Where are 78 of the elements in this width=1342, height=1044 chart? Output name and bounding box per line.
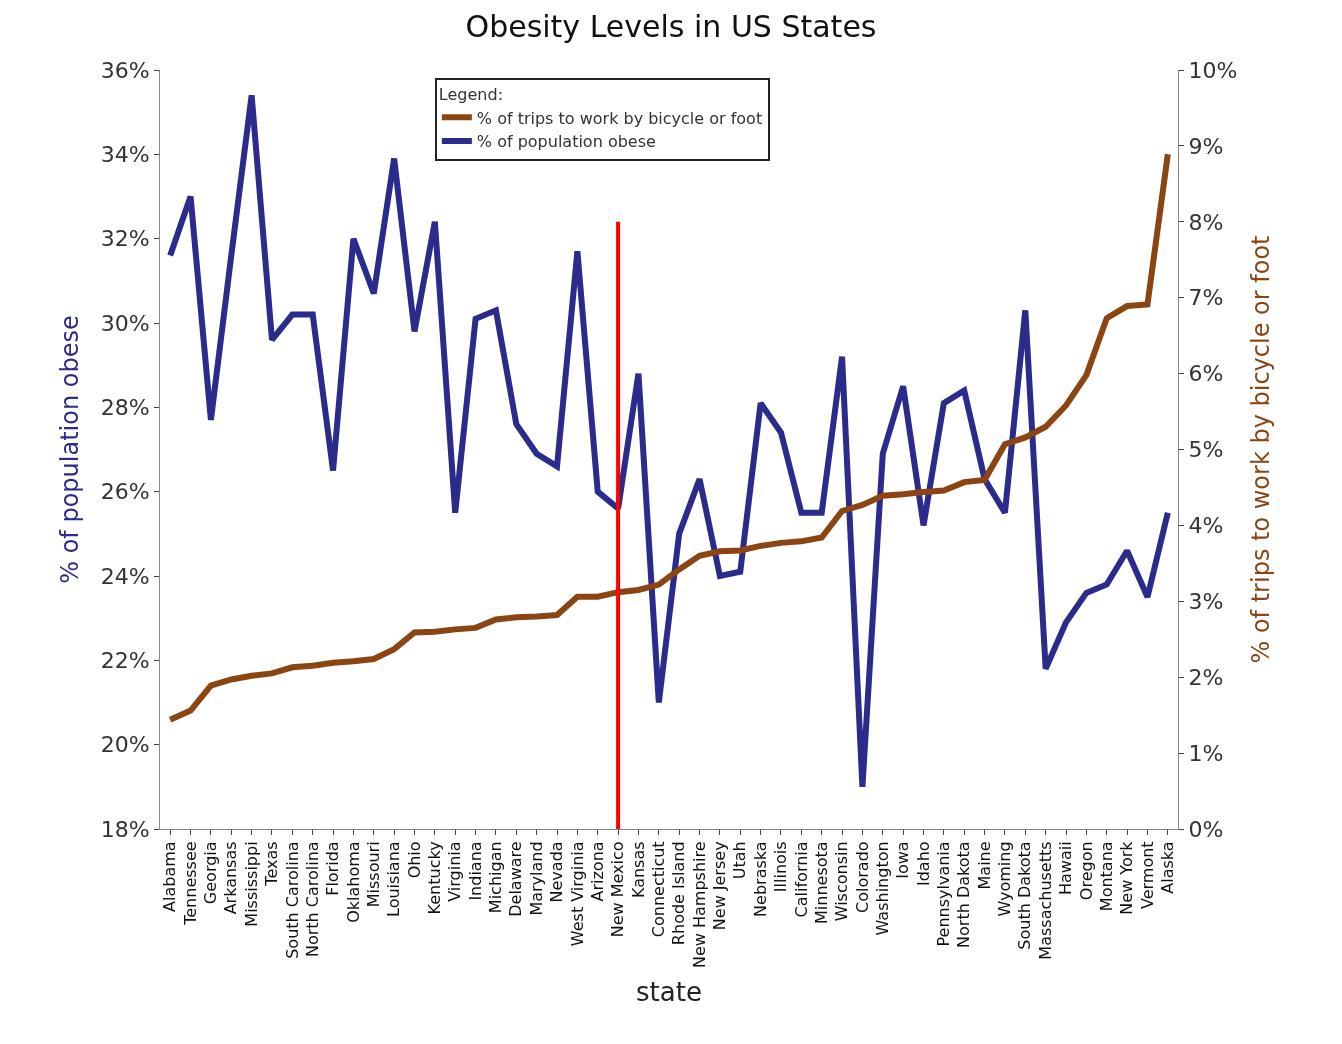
y2-tick-label: 3% bbox=[1188, 589, 1224, 614]
x-tick-label: Montana bbox=[1096, 841, 1116, 912]
x-tick-label: Missouri bbox=[363, 841, 383, 908]
x-tick-label: Colorado bbox=[852, 841, 872, 913]
y2-tick-label: 8% bbox=[1188, 209, 1224, 235]
x-tick-label: Iowa bbox=[893, 841, 913, 879]
x-tick-label: Georgia bbox=[201, 841, 221, 905]
x-tick-label: Massachusetts bbox=[1035, 841, 1055, 960]
y2-tick-label: 6% bbox=[1188, 361, 1224, 387]
y-tick-label: 30% bbox=[100, 310, 150, 336]
x-tick-label: Washington bbox=[872, 841, 892, 936]
x-tick-label: Michigan bbox=[486, 841, 506, 914]
x-tick-label: California bbox=[791, 841, 811, 918]
x-tick-label: Nevada bbox=[547, 841, 567, 903]
y-tick-label: 18% bbox=[100, 816, 150, 842]
x-tick-label: New York bbox=[1117, 840, 1137, 915]
x-tick-label: New Hampshire bbox=[689, 841, 709, 968]
x-tick-label: Wyoming bbox=[995, 841, 1015, 917]
y-tick-label: 26% bbox=[100, 479, 150, 505]
x-tick-label: Virginia bbox=[445, 841, 465, 902]
x-tick-label: Arkansas bbox=[221, 841, 241, 915]
x-tick-label: New Jersey bbox=[710, 841, 730, 931]
x-tick-label: Kentucky bbox=[425, 841, 445, 915]
x-tick-label: Pennsylvania bbox=[934, 841, 954, 947]
x-tick-label: Maine bbox=[974, 841, 994, 890]
x-tick-label: Mississippi bbox=[241, 841, 261, 927]
x-tick-label: Utah bbox=[730, 841, 750, 880]
y2-tick-label: 7% bbox=[1188, 285, 1224, 311]
x-tick-label: South Dakota bbox=[1015, 841, 1035, 950]
y-tick-label: 32% bbox=[100, 226, 150, 252]
x-tick-label: Ohio bbox=[404, 841, 424, 879]
x-axis-title: state bbox=[636, 976, 702, 1007]
legend-label: % of population obese bbox=[476, 132, 656, 152]
y2-tick-label: 4% bbox=[1188, 513, 1224, 539]
y-tick-label: 28% bbox=[100, 395, 150, 421]
y2-tick-label: 5% bbox=[1188, 437, 1224, 463]
x-tick-label: Wisconsin bbox=[832, 841, 852, 922]
x-tick-label: Vermont bbox=[1137, 841, 1157, 910]
x-tick-label: South Carolina bbox=[282, 841, 302, 959]
x-tick-label: Maryland bbox=[526, 841, 546, 916]
chart-title: Obesity Levels in US States bbox=[465, 8, 877, 44]
x-tick-label: Delaware bbox=[506, 841, 526, 917]
x-tick-label: Texas bbox=[262, 841, 282, 887]
x-tick-label: Connecticut bbox=[649, 841, 669, 938]
x-tick-label: Alabama bbox=[160, 841, 180, 912]
x-tick-label: Indiana bbox=[465, 841, 485, 901]
x-tick-label: Illinois bbox=[771, 841, 791, 893]
x-tick-label: Tennessee bbox=[180, 841, 200, 926]
x-tick-label: West Virginia bbox=[567, 841, 587, 947]
x-tick-label: North Dakota bbox=[954, 841, 974, 948]
y-axis-title: % of population obese bbox=[55, 315, 84, 584]
x-tick-label: Nebraska bbox=[750, 841, 770, 917]
y2-axis-title: % of trips to work by bicycle or foot bbox=[1246, 235, 1275, 664]
x-tick-label: Minnesota bbox=[811, 841, 831, 924]
x-tick-label: Louisiana bbox=[384, 841, 404, 917]
legend-title: Legend: bbox=[438, 85, 504, 105]
y2-tick-label: 9% bbox=[1188, 133, 1224, 159]
x-tick-label: Oklahoma bbox=[343, 841, 363, 923]
y-tick-label: 24% bbox=[100, 563, 150, 589]
y-tick-label: 22% bbox=[100, 648, 150, 674]
y2-tick-label: 10% bbox=[1188, 57, 1238, 83]
x-tick-label: Florida bbox=[323, 841, 343, 896]
x-tick-label: Hawaii bbox=[1056, 841, 1076, 896]
x-tick-label: Alaska bbox=[1158, 841, 1178, 894]
x-tick-label: Kansas bbox=[628, 841, 648, 899]
y-tick-label: 34% bbox=[100, 142, 150, 168]
x-tick-label: Arizona bbox=[587, 841, 607, 902]
x-tick-label: Rhode Island bbox=[669, 841, 689, 946]
y-tick-label: 20% bbox=[100, 732, 150, 758]
y2-tick-label: 2% bbox=[1188, 664, 1224, 690]
legend-label: % of trips to work by bicycle or foot bbox=[476, 108, 763, 128]
x-tick-label: Idaho bbox=[913, 841, 933, 887]
x-tick-label: New Mexico bbox=[608, 841, 628, 938]
x-tick-label: Oregon bbox=[1076, 841, 1096, 901]
y2-tick-label: 0% bbox=[1188, 816, 1224, 842]
x-tick-label: North Carolina bbox=[302, 841, 322, 958]
y2-tick-label: 1% bbox=[1188, 740, 1224, 766]
y-tick-label: 36% bbox=[100, 57, 150, 83]
